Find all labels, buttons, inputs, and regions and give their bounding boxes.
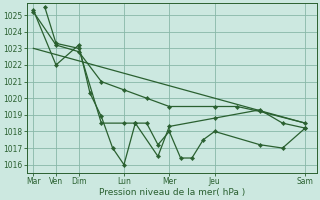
X-axis label: Pression niveau de la mer( hPa ): Pression niveau de la mer( hPa ) <box>99 188 245 197</box>
